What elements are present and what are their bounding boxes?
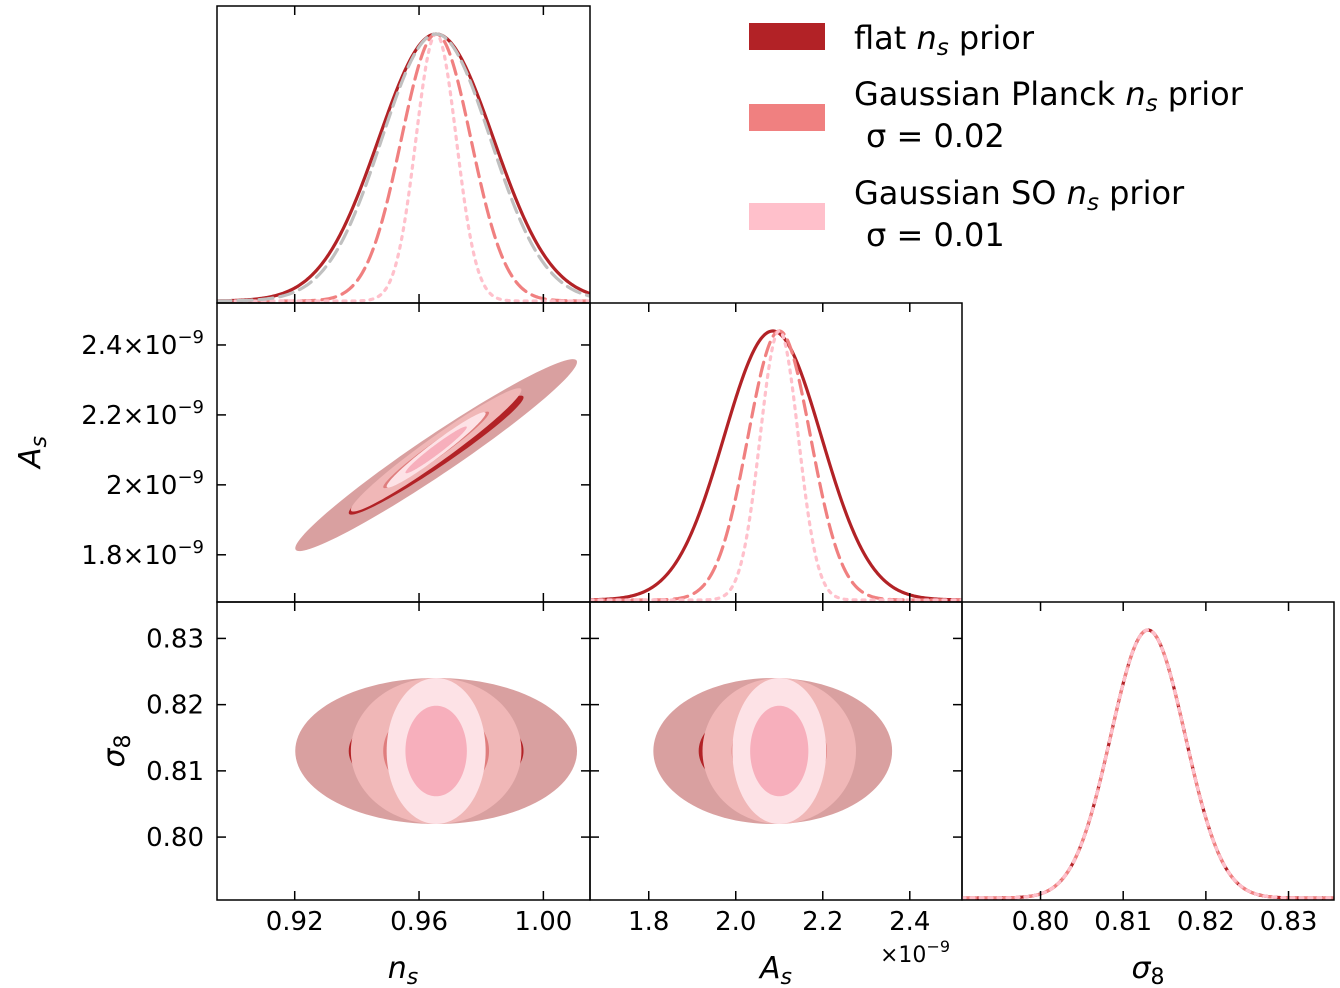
xtick-label-sigma8-0: 0.80 [1012,907,1070,937]
legend-sublabel-planck: σ = 0.02 [866,117,1005,155]
offset-text-As: ×10−9 [880,937,950,968]
xlabel-sigma8: σ8 [1131,951,1164,988]
xtick-label-ns-1: 0.96 [390,907,448,937]
panel-As-1d [589,302,963,603]
marginal-curve-As-2 [590,329,962,602]
ytick-label-As-3: 2.4×10−9 [81,327,204,361]
contour-1sigma-2 [405,705,467,797]
legend-swatch-flat [749,23,825,50]
legend-label-flat: flat ns prior [854,19,1035,61]
marginal-curve-As-0 [590,329,962,602]
xtick-label-As-3: 2.4 [889,907,930,937]
panel-sigma8-1d [961,601,1335,901]
panel-As-ns-frame [216,302,591,603]
xtick-label-sigma8-3: 0.83 [1260,907,1318,937]
legend-swatch-planck [749,104,825,131]
marginal-curve-sigma8-0 [962,628,1334,900]
legend-label-planck: Gaussian Planck ns prior [854,75,1244,117]
xtick-label-sigma8-2: 0.82 [1177,907,1235,937]
panel-sigma8-vs-ns [216,601,591,901]
xlabel-As: As [758,951,792,988]
legend: flat ns prior Gaussian Planck ns prior σ… [749,19,1244,254]
contour-1sigma-2 [405,426,467,474]
marginal-curve-sigma8-2 [962,628,1334,900]
ytick-label-As-0: 1.8×10−9 [81,537,204,571]
panel-As-frame [589,302,963,603]
xlabel-ns: ns [388,951,418,988]
marginal-curve-ns-2 [217,32,590,303]
marginal-curve-ns-0 [217,32,590,303]
contour-1sigma-2 [750,705,809,797]
xtick-label-ns-2: 1.00 [514,907,572,937]
xtick-label-As-2: 2.2 [802,907,843,937]
marginal-curve-sigma8-1 [962,628,1334,900]
panel-ns-frame [216,5,591,304]
marginal-curve-ns-3 [217,32,590,303]
ytick-label-sigma8-2: 0.82 [146,691,204,721]
ylabel-As: As [13,436,52,470]
ylabel-sigma8: σ8 [97,734,136,767]
ytick-label-As-2: 2.2×10−9 [81,397,204,431]
legend-swatch-so [749,203,825,230]
panel-ns-1d [216,5,591,304]
tick-marks [217,6,1290,900]
ytick-label-As-1: 2×10−9 [106,467,204,501]
ytick-label-sigma8-0: 0.80 [146,823,204,853]
xtick-label-sigma8-1: 0.81 [1094,907,1152,937]
xtick-label-As-1: 2.0 [715,907,756,937]
panel-sigma8-vs-As [589,601,963,901]
xtick-label-As-0: 1.8 [628,907,669,937]
ytick-label-sigma8-3: 0.83 [146,624,204,654]
ytick-label-sigma8-1: 0.81 [146,757,204,787]
panel-As-vs-ns [216,302,591,603]
marginal-curve-As-1 [590,329,962,602]
legend-label-so: Gaussian SO ns prior [854,174,1185,216]
xtick-label-ns-0: 0.92 [266,907,324,937]
tick-labels: 0.92 0.96 1.00 1.8 2.0 2.2 2.4 0.80 0.81 0.82 0.83… [81,327,1317,937]
legend-sublabel-so: σ = 0.01 [866,216,1005,254]
panel-s8-frame [961,601,1335,901]
